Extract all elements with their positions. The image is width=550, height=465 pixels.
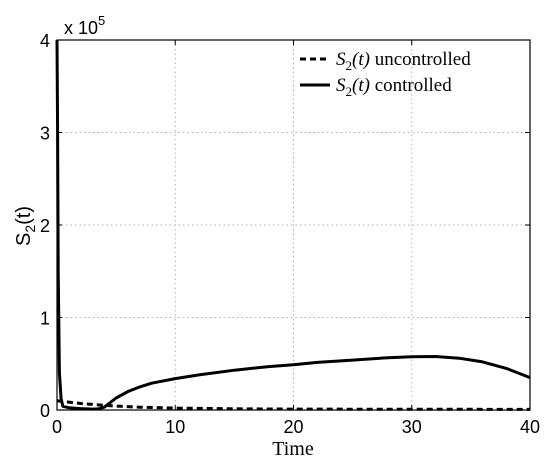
y-exponent-label: x 105 — [64, 13, 105, 38]
legend-label-controlled: S2(t) controlled — [336, 75, 452, 99]
y-tick-label-3: 3 — [40, 124, 50, 144]
series-line-uncontrolled — [56, 399, 531, 411]
grid-lines — [57, 40, 530, 410]
legend: S2(t) uncontrolled S2(t) controlled — [300, 49, 471, 99]
y-exponent-power: 5 — [98, 13, 105, 28]
x-tick-label-1: 10 — [165, 417, 185, 437]
y-tick-label-4: 4 — [40, 31, 50, 51]
series-line-controlled — [55, 39, 531, 411]
y-tick-label-1: 1 — [40, 309, 50, 329]
legend-label-uncontrolled: S2(t) uncontrolled — [336, 49, 471, 73]
x-tick-label-3: 30 — [402, 417, 422, 437]
y-tick-label-0: 0 — [40, 401, 50, 421]
x-axis-label: Time — [272, 438, 314, 460]
axis-ticks: 0 10 20 30 40 0 1 2 3 4 — [40, 31, 540, 437]
x-tick-label-4: 40 — [520, 417, 540, 437]
x-tick-label-2: 20 — [283, 417, 303, 437]
y-tick-label-2: 2 — [40, 216, 50, 236]
y-axis-label: S2(t) — [13, 206, 38, 246]
x-tick-label-0: 0 — [52, 417, 62, 437]
data-series — [55, 39, 531, 411]
y-exponent-base: x 10 — [64, 18, 98, 38]
